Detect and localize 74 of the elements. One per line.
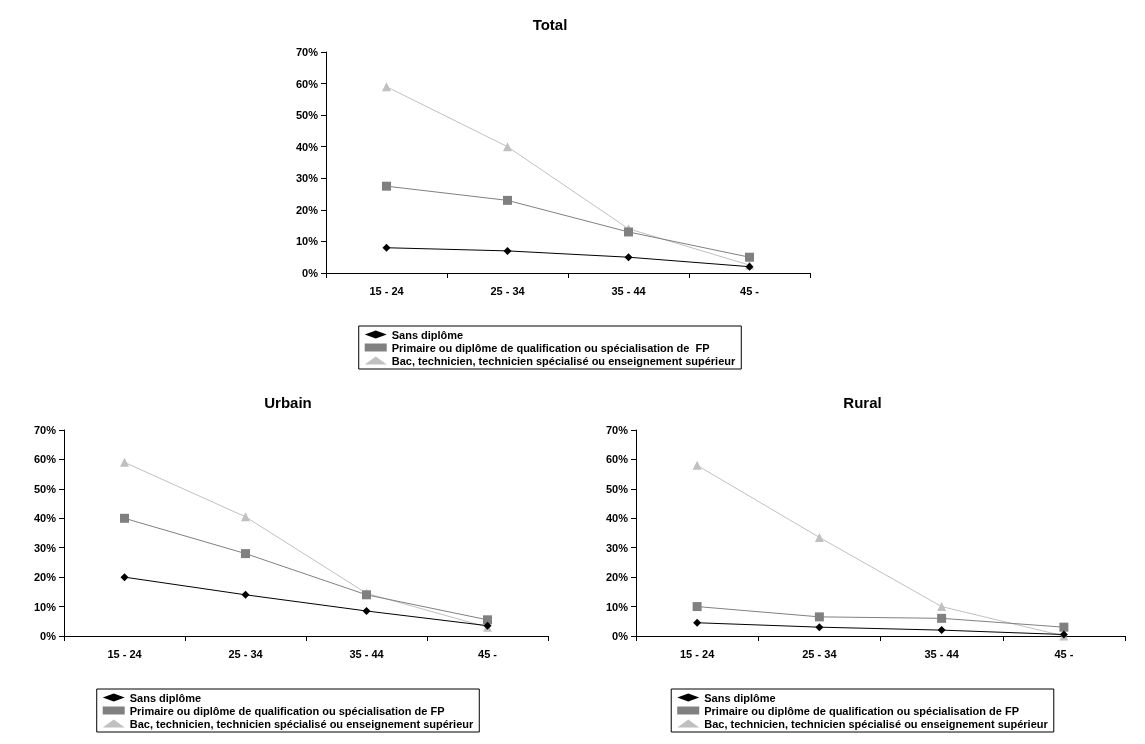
y-tick-label: 10% <box>605 600 629 613</box>
y-tick-label: 60% <box>605 453 629 466</box>
y-tick-label: 10% <box>33 600 57 613</box>
y-tick-label: 0% <box>302 267 319 279</box>
x-tick-label: 25 - 34 <box>228 647 264 660</box>
x-tick-label: 25 - 34 <box>802 647 838 660</box>
legend-label: Primaire ou diplôme de qualification ou spécialisation de FP <box>391 341 710 354</box>
legend-label: Sans diplôme <box>704 691 776 704</box>
y-tick-label: 30% <box>295 172 319 185</box>
legend-label: Bac, technicien, technicien spécialisé ou enseignement supérieur <box>704 717 1049 730</box>
legend-label: Sans diplôme <box>129 691 202 704</box>
point <box>503 142 512 152</box>
point <box>382 243 391 252</box>
y-tick-label: 50% <box>605 482 629 495</box>
y-tick-label: 40% <box>33 512 57 525</box>
point <box>745 252 754 262</box>
point <box>1059 622 1069 632</box>
y-tick-label: 20% <box>33 571 57 584</box>
point <box>503 246 512 255</box>
legend-label: Sans diplôme <box>391 328 464 341</box>
point <box>362 606 371 615</box>
point <box>814 532 824 542</box>
y-tick-label: 30% <box>605 541 629 554</box>
point <box>120 573 129 582</box>
x-tick-label: 45 - <box>740 284 760 297</box>
x-tick-label: 15 - 24 <box>369 284 405 297</box>
legend-label: Primaire ou diplôme de qualification ou spécialisation de FP <box>129 704 445 717</box>
point <box>815 623 824 632</box>
y-tick-label: 20% <box>605 571 629 584</box>
x-tick-label: 35 - 44 <box>611 284 647 297</box>
point <box>937 613 947 623</box>
y-tick-label: 70% <box>605 424 629 436</box>
legend-label: Primaire ou diplôme de qualification ou spécialisation de FP <box>704 704 1020 717</box>
point <box>382 82 391 92</box>
y-tick-label: 60% <box>33 453 57 466</box>
point <box>503 195 512 205</box>
point <box>692 602 702 612</box>
y-tick-label: 60% <box>295 77 319 90</box>
point <box>814 612 824 622</box>
point <box>120 457 129 467</box>
point <box>937 626 946 635</box>
point <box>693 618 702 627</box>
point <box>937 602 947 612</box>
y-tick-label: 70% <box>33 424 57 436</box>
x-tick-label: 35 - 44 <box>924 647 960 660</box>
x-tick-label: 25 - 34 <box>490 284 526 297</box>
point <box>483 615 492 625</box>
legend-label: Bac, technicien, technicien spécialisé ou enseignement supérieur <box>391 354 736 367</box>
y-tick-label: 0% <box>612 630 629 642</box>
point <box>692 460 702 470</box>
point <box>382 181 391 191</box>
point <box>241 512 250 522</box>
x-tick-label: 15 - 24 <box>680 647 716 660</box>
x-tick-label: 15 - 24 <box>107 647 143 660</box>
y-tick-label: 50% <box>33 482 57 495</box>
y-tick-label: 20% <box>295 203 319 216</box>
chart-title: Rural <box>843 394 882 411</box>
point <box>120 513 129 523</box>
y-tick-label: 0% <box>40 630 57 642</box>
point <box>624 253 633 262</box>
point <box>241 590 250 599</box>
y-tick-label: 40% <box>295 140 319 153</box>
y-tick-label: 50% <box>295 109 319 122</box>
y-tick-label: 70% <box>295 46 319 58</box>
y-tick-label: 40% <box>605 512 629 525</box>
x-tick-label: 35 - 44 <box>349 647 385 660</box>
x-tick-label: 45 - <box>1054 647 1074 660</box>
legend-label: Bac, technicien, technicien spécialisé ou enseignement supérieur <box>129 717 474 730</box>
chart-title: Total <box>532 16 568 33</box>
x-tick-label: 45 - <box>478 647 498 660</box>
y-tick-label: 30% <box>33 541 57 554</box>
point <box>241 549 250 559</box>
chart-title: Urbain <box>264 394 312 411</box>
y-tick-label: 10% <box>295 235 319 248</box>
